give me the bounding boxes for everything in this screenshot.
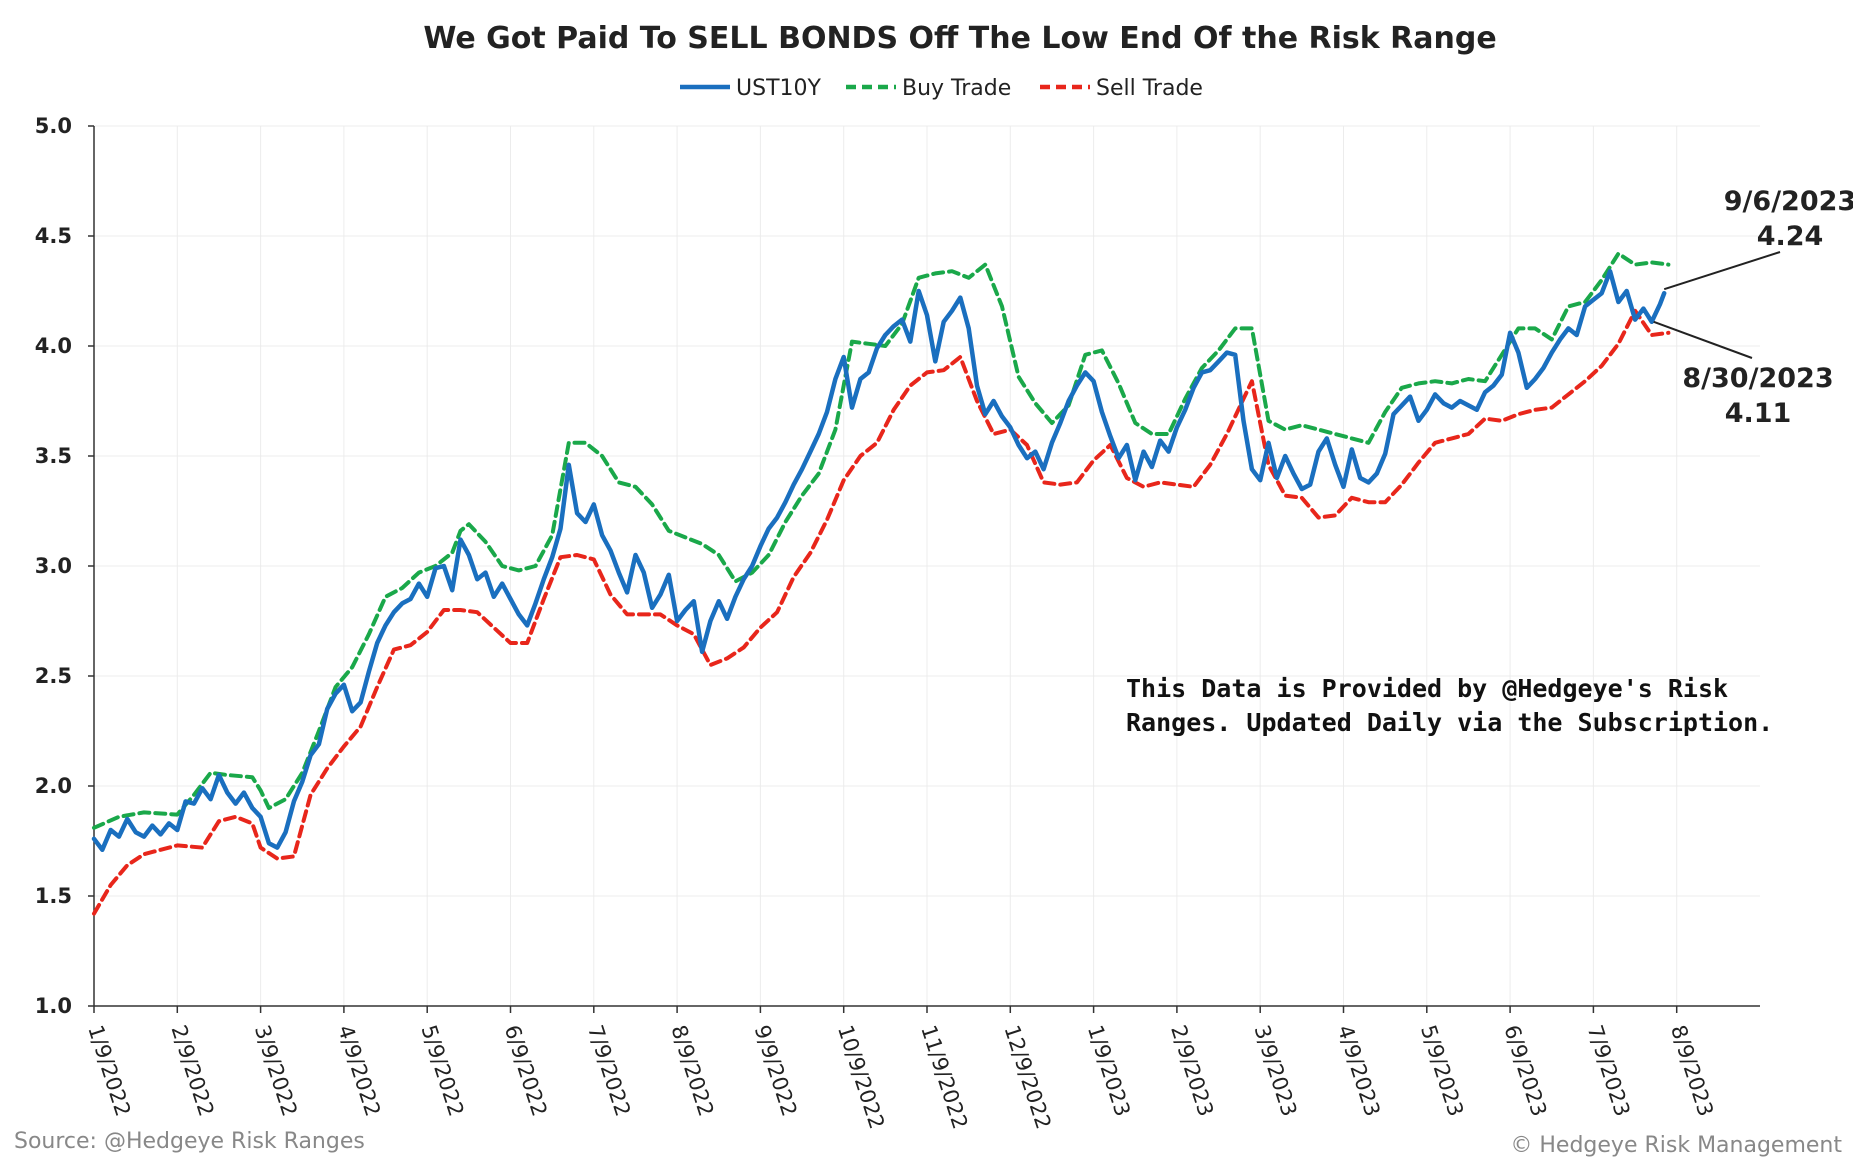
x-tick-label: 6/9/2022 — [500, 1022, 552, 1119]
note-line-1: This Data is Provided by @Hedgeye's Risk — [1126, 674, 1728, 703]
x-tick-label: 2/9/2023 — [1166, 1022, 1218, 1119]
y-tick-label: 2.0 — [35, 774, 72, 798]
legend-label: Sell Trade — [1096, 76, 1203, 101]
x-tick-label: 3/9/2022 — [250, 1022, 302, 1119]
annotation-date-latest: 9/6/2023 — [1724, 186, 1853, 217]
copyright-label: © Hedgeye Risk Management — [1510, 1133, 1842, 1158]
x-tick-label: 4/9/2022 — [333, 1022, 385, 1119]
x-tick-label: 5/9/2023 — [1416, 1022, 1468, 1119]
legend: UST10Y Buy Trade Sell Trade — [680, 76, 1203, 101]
x-tick-label: 1/9/2022 — [83, 1022, 135, 1119]
source-label: Source: @Hedgeye Risk Ranges — [14, 1129, 365, 1154]
series-line-buy-trade — [92, 251, 1671, 830]
x-tick-label: 12/9/2022 — [1000, 1022, 1056, 1132]
note-line-2: Ranges. Updated Daily via the Subscripti… — [1126, 708, 1773, 737]
x-tick-label: 5/9/2022 — [416, 1022, 468, 1119]
series-lines — [91, 251, 1671, 916]
annotations: 9/6/2023 4.24 8/30/2023 4.11 — [1653, 186, 1853, 429]
y-tick-label: 1.5 — [35, 884, 72, 908]
annotation-date-prior: 8/30/2023 — [1682, 363, 1833, 394]
series-line-sell-trade — [92, 308, 1671, 916]
series-line-ust10y — [91, 268, 1667, 853]
y-tick-label: 5.0 — [35, 114, 72, 138]
x-tick-label: 7/9/2023 — [1583, 1022, 1635, 1119]
y-tick-label: 3.5 — [35, 444, 72, 468]
y-axis: 1.0 1.5 2.0 2.5 3.0 3.5 4.0 4.5 5.0 — [35, 114, 94, 1018]
x-tick-label: 6/9/2023 — [1499, 1022, 1551, 1119]
annotation-pointer-prior — [1653, 320, 1753, 359]
y-tick-label: 1.0 — [35, 994, 72, 1018]
x-tick-label: 3/9/2023 — [1249, 1022, 1301, 1119]
x-tick-label: 1/9/2023 — [1083, 1022, 1135, 1119]
y-tick-label: 3.0 — [35, 554, 72, 578]
annotation-value-prior: 4.11 — [1725, 398, 1792, 429]
y-tick-label: 2.5 — [35, 664, 72, 688]
x-tick-label: 9/9/2022 — [750, 1022, 802, 1119]
x-tick-label: 11/9/2022 — [916, 1022, 972, 1132]
x-tick-label: 8/9/2023 — [1666, 1022, 1718, 1119]
x-tick-label: 2/9/2022 — [167, 1022, 219, 1119]
x-tick-label: 8/9/2022 — [666, 1022, 718, 1119]
x-tick-label: 4/9/2023 — [1333, 1022, 1385, 1119]
chart-title: We Got Paid To SELL BONDS Off The Low En… — [423, 21, 1496, 56]
annotation-value-latest: 4.24 — [1757, 221, 1824, 252]
x-tick-label: 7/9/2022 — [583, 1022, 635, 1119]
gridlines — [93, 125, 1760, 1007]
y-tick-label: 4.0 — [35, 334, 72, 358]
legend-label: Buy Trade — [902, 76, 1011, 101]
data-note: This Data is Provided by @Hedgeye's Risk… — [1126, 674, 1773, 737]
x-tick-label: 10/9/2022 — [833, 1022, 889, 1132]
annotation-pointer-latest — [1663, 251, 1781, 291]
y-tick-label: 4.5 — [35, 224, 72, 248]
legend-label: UST10Y — [736, 76, 822, 101]
x-axis: 1/9/2022 2/9/2022 3/9/2022 4/9/2022 5/9/2022… — [83, 1006, 1718, 1132]
